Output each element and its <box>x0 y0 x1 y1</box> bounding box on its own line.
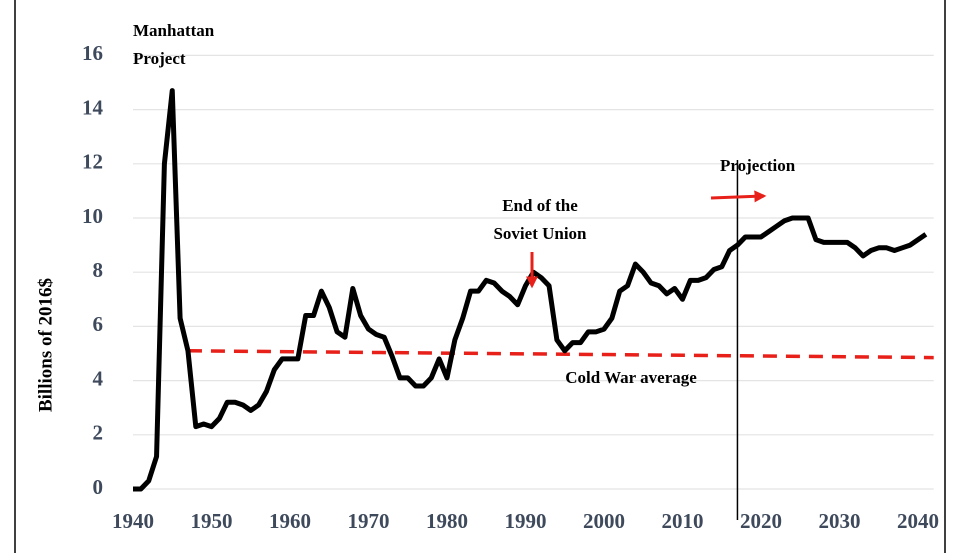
x-tick-label: 2030 <box>819 509 861 533</box>
reference-label: Cold War average <box>565 368 697 387</box>
x-tick-label: 1990 <box>505 509 547 533</box>
annotation: Projection <box>720 156 796 175</box>
x-tick-label: 2010 <box>662 509 704 533</box>
y-tick-label: 16 <box>82 41 103 65</box>
annotation: Soviet Union <box>493 224 587 243</box>
x-tick-label: 1980 <box>426 509 468 533</box>
x-tick-label: 1950 <box>191 509 233 533</box>
x-tick-label: 2000 <box>583 509 625 533</box>
data-line <box>133 88 928 492</box>
y-tick-label: 10 <box>82 204 103 228</box>
reference-line <box>187 349 934 360</box>
y-tick-label: 14 <box>82 95 104 119</box>
arrow <box>710 190 767 203</box>
y-tick-label: 8 <box>93 258 104 282</box>
y-tick-label: 6 <box>93 312 104 336</box>
x-tick-label: 2040 <box>897 509 939 533</box>
y-axis-label: Billions of 2016$ <box>35 278 56 412</box>
y-tick-label: 4 <box>93 366 104 390</box>
y-tick-label: 2 <box>93 421 104 445</box>
x-tick-label: 1960 <box>269 509 311 533</box>
y-tick-label: 0 <box>93 475 104 499</box>
x-tick-label: 2020 <box>740 509 782 533</box>
x-tick-label: 1970 <box>348 509 390 533</box>
annotation: Manhattan <box>133 21 215 40</box>
annotation: Project <box>133 49 186 68</box>
y-tick-label: 12 <box>82 150 103 174</box>
x-tick-label: 1940 <box>112 509 154 533</box>
annotation: End of the <box>502 196 578 215</box>
